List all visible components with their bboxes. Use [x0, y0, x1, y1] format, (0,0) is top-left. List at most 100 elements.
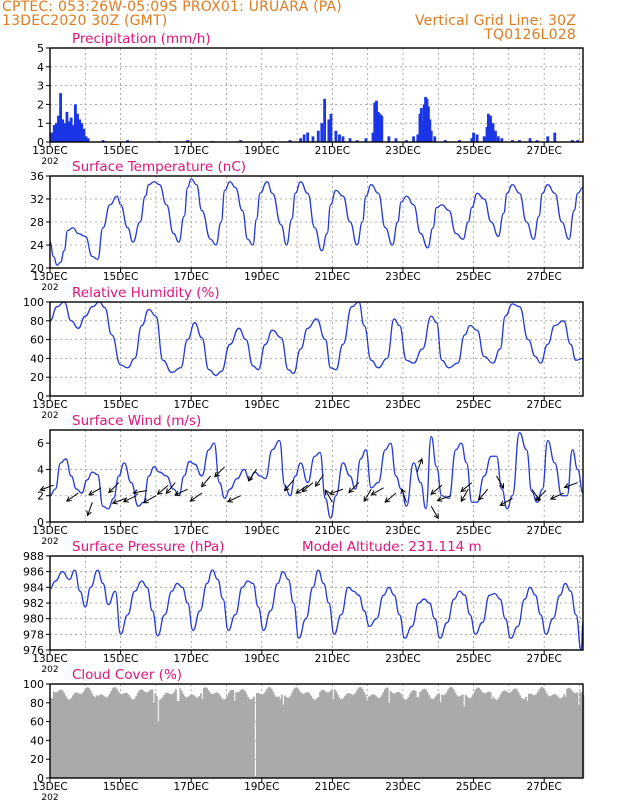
wind-arrow	[460, 482, 473, 492]
cloud-bar	[260, 694, 263, 778]
y-tick-label: 2	[37, 490, 44, 503]
precip-bar	[59, 93, 62, 142]
cloud-bar	[192, 695, 195, 778]
x-tick-label: 27DEC	[526, 399, 561, 411]
cloud-bar	[111, 688, 114, 778]
x-tick-label: 19DEC	[244, 781, 279, 793]
precip-bar	[50, 132, 54, 142]
y-tick-label: 978	[23, 628, 44, 641]
cloud-bar	[79, 694, 82, 778]
cloud-bar	[161, 697, 164, 778]
cloud-bar	[94, 697, 96, 778]
precip-bar	[52, 125, 56, 142]
cloud-bar	[229, 690, 232, 778]
cloud-bar	[402, 698, 405, 778]
cloud-bar	[205, 688, 208, 778]
cloud-bar	[563, 694, 566, 778]
precip-bar	[186, 140, 190, 142]
cloud-bar	[352, 694, 355, 778]
x-tick-label: 25DEC	[456, 145, 491, 157]
x-tick-label: 13DEC	[32, 399, 67, 411]
cloud-bar	[457, 696, 460, 778]
cloud-bar	[294, 687, 297, 778]
cloud-bar	[295, 687, 298, 778]
cloud-bar	[292, 689, 295, 778]
x-tick-label: 25DEC	[456, 271, 491, 283]
wind-arrow-head	[247, 475, 254, 482]
cloud-bar	[226, 695, 229, 778]
wind-arrow-head	[535, 495, 541, 502]
precip-bar	[71, 125, 75, 142]
precip-bar	[494, 130, 497, 142]
wind-arrow	[87, 502, 93, 516]
cloud-bar	[479, 689, 482, 778]
cloud-bar	[383, 689, 386, 778]
precip-bar	[419, 108, 423, 142]
cloud-bar	[433, 697, 436, 778]
cloud-bar	[219, 695, 222, 778]
precip-bar	[311, 136, 315, 142]
cloud-bar	[330, 689, 333, 778]
cloud-bar	[354, 692, 357, 778]
y-tick-label: 0	[37, 390, 44, 403]
x-tick-label: 15DEC	[103, 271, 138, 283]
cloud-bar	[77, 693, 80, 778]
wind-arrow-head	[314, 481, 321, 488]
station-info: CPTEC: 053:26W-05:09S PROX01: URUARA (PA…	[2, 0, 342, 15]
cloud-bar	[251, 698, 254, 778]
wind-arrow-head	[499, 500, 506, 506]
y-tick-label: 976	[23, 644, 44, 657]
wind-arrow-head	[384, 497, 391, 503]
wind-arrow-head	[436, 496, 443, 502]
wind-arrow-head	[65, 496, 72, 502]
cloud-bar	[429, 697, 432, 778]
cloud-bar	[98, 695, 101, 778]
wind-arrow	[324, 489, 333, 503]
cloud-bar	[520, 697, 523, 778]
cloud-bar	[277, 696, 280, 778]
cloud-bar	[426, 691, 429, 778]
precip-bar	[338, 134, 341, 142]
cloud-bar	[473, 691, 476, 778]
cloud-bar	[301, 693, 304, 778]
panel-title: Cloud Cover (%)	[72, 667, 182, 683]
cloud-bar	[507, 692, 510, 778]
x-tick-label: 25DEC	[456, 653, 491, 665]
cloud-bar	[511, 690, 514, 778]
cloud-bar	[397, 691, 399, 778]
cloud-bar	[83, 689, 86, 778]
precip-bar	[80, 123, 84, 142]
cloud-bar	[480, 691, 483, 778]
precip-bar	[348, 138, 352, 142]
cloud-bar	[326, 692, 329, 778]
y-tick-label: 80	[30, 315, 44, 328]
cloud-bar	[297, 688, 299, 778]
cloud-bar	[501, 691, 504, 778]
cloud-bar	[117, 691, 120, 778]
cloud-bar	[466, 696, 469, 778]
precip-bar	[323, 98, 327, 142]
cloud-bar	[454, 692, 457, 778]
x-tick-label: 21DEC	[315, 653, 350, 665]
wind-arrow-head	[226, 497, 233, 503]
cloud-bar	[145, 692, 148, 778]
y-tick-label: 4	[37, 61, 44, 74]
cloud-bar	[88, 688, 91, 778]
wind-arrow-head	[189, 496, 196, 502]
cloud-bar	[285, 696, 288, 778]
cloud-bar	[95, 695, 98, 778]
precip-bar	[458, 140, 461, 142]
x-tick-label: 19DEC	[244, 653, 279, 665]
x-tick-label: 13DEC	[32, 653, 67, 665]
precip-bar	[82, 128, 86, 142]
cloud-bar	[385, 687, 388, 778]
cloud-bar	[514, 688, 517, 778]
x-tick-label: 15DEC	[103, 653, 138, 665]
cloud-bar	[70, 697, 73, 778]
cloud-bar	[575, 693, 577, 778]
wind-arrow-head	[111, 499, 118, 505]
cloud-bar	[152, 702, 155, 778]
cloud-bar	[107, 696, 110, 778]
y-tick-label: 2	[37, 98, 44, 111]
